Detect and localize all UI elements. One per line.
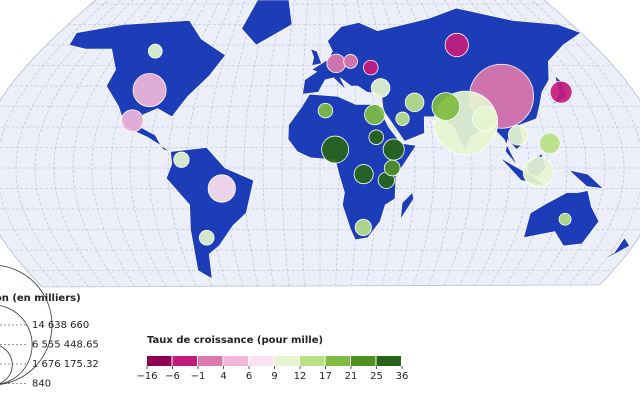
country-bubble <box>120 109 144 133</box>
color-swatch <box>351 356 376 366</box>
country-bubble <box>395 111 410 126</box>
country-bubble <box>321 135 350 164</box>
meridian <box>391 0 435 287</box>
country-bubble <box>207 174 236 203</box>
meridian <box>224 0 261 287</box>
meridian <box>534 0 640 287</box>
country-bubble <box>198 229 215 246</box>
color-tick-label: 17 <box>319 371 332 382</box>
color-swatch <box>376 356 401 366</box>
color-tick-label: 21 <box>345 371 358 382</box>
country-bubble <box>444 32 469 58</box>
meridian <box>474 0 568 287</box>
landmass <box>598 237 630 263</box>
country-bubble <box>363 59 379 76</box>
color-tick-label: 36 <box>396 371 409 382</box>
color-tick-label: −16 <box>136 371 157 382</box>
country-bubble <box>558 212 572 226</box>
color-swatch <box>198 356 223 366</box>
size-legend-circle <box>0 345 13 384</box>
size-legend-label: 840 <box>32 379 51 390</box>
meridian <box>129 0 201 287</box>
color-tick-label: −6 <box>165 371 180 382</box>
meridian <box>439 0 511 287</box>
country-bubble <box>370 78 391 98</box>
color-tick-label: 25 <box>370 371 383 382</box>
country-bubble <box>507 124 529 146</box>
legend-background <box>0 292 640 400</box>
color-tick-label: 12 <box>294 371 307 382</box>
size-legend-label: 14 638 660 <box>32 320 89 331</box>
color-swatch <box>172 356 197 366</box>
country-bubble <box>354 218 372 237</box>
color-legend-title: Taux de croissance (pour mille) <box>147 335 323 346</box>
color-legend: −16 −6 −1 4 6 9 12 17 21 25 36 <box>136 356 408 382</box>
country-bubble <box>173 151 190 168</box>
country-bubble <box>538 132 561 155</box>
meridian <box>72 0 166 287</box>
color-swatch <box>223 356 248 366</box>
color-swatch <box>325 356 350 366</box>
size-legend-circle <box>0 305 33 385</box>
size-legend-label: 1 676 175.32 <box>32 359 99 370</box>
color-tick-label: 9 <box>271 371 277 382</box>
meridian <box>262 0 285 287</box>
color-tick-label: 6 <box>246 371 252 382</box>
size-legend-label: 6 555 448.65 <box>32 340 99 351</box>
size-legend-circle <box>0 265 53 385</box>
landmass <box>567 169 605 189</box>
meridian <box>281 0 297 287</box>
country-bubble <box>383 159 401 177</box>
country-bubble <box>364 104 386 126</box>
meridian <box>0 0 106 287</box>
landmass <box>310 48 323 66</box>
country-bubble <box>549 80 573 104</box>
bubbles <box>120 32 573 246</box>
country-bubble <box>317 102 334 119</box>
color-swatch <box>300 356 325 366</box>
country-bubble <box>472 106 498 132</box>
country-bubble <box>326 53 346 74</box>
color-swatch <box>147 356 172 366</box>
country-bubble <box>431 92 461 121</box>
country-bubble <box>132 73 167 108</box>
country-bubble <box>368 129 384 145</box>
size-legend: 14 638 660 6 555 448.65 1 676 175.32 840 <box>0 265 99 390</box>
meridian <box>379 0 416 287</box>
country-bubble <box>382 138 405 161</box>
country-bubble <box>353 164 374 185</box>
country-bubble <box>147 43 163 59</box>
color-tick-label: −1 <box>191 371 206 382</box>
color-swatch <box>274 356 299 366</box>
country-bubble <box>522 156 555 188</box>
country-bubble <box>404 92 425 113</box>
color-tick-label: 4 <box>220 371 226 382</box>
color-swatch <box>249 356 274 366</box>
country-bubble <box>343 54 358 69</box>
landmass <box>400 192 415 220</box>
landmass <box>241 0 293 46</box>
size-legend-title: Population (en milliers) <box>0 293 81 304</box>
